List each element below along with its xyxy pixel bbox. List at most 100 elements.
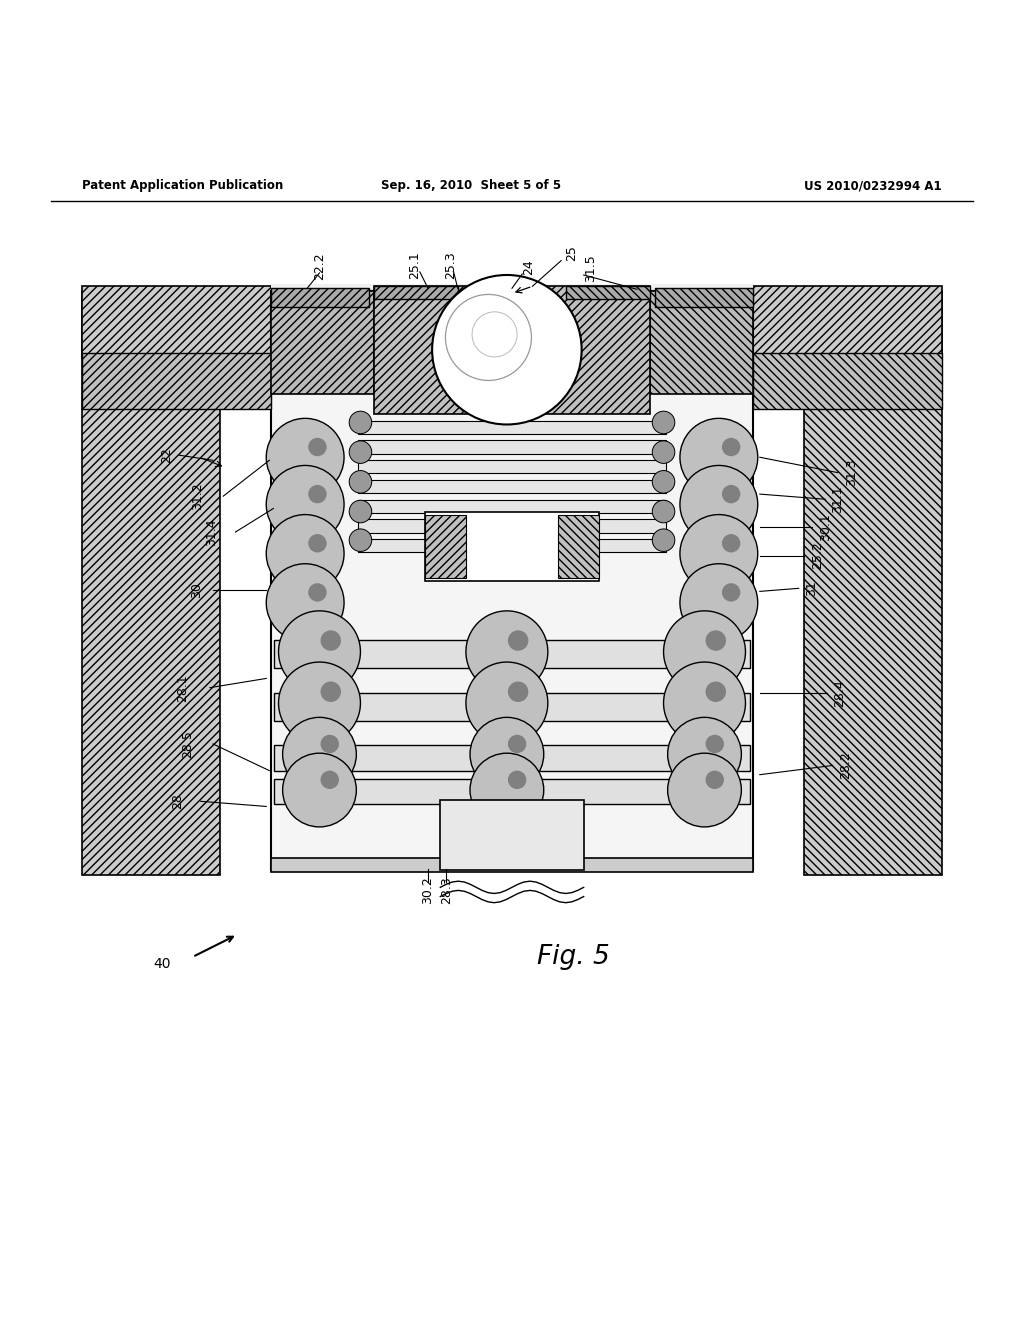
Bar xyxy=(655,288,753,306)
Bar xyxy=(271,292,753,870)
Circle shape xyxy=(680,564,758,642)
Circle shape xyxy=(266,466,344,544)
Bar xyxy=(274,779,750,804)
Bar xyxy=(274,693,750,722)
Circle shape xyxy=(680,466,758,544)
Circle shape xyxy=(308,484,327,503)
Bar xyxy=(274,744,750,771)
Text: US 2010/0232994 A1: US 2010/0232994 A1 xyxy=(805,180,942,193)
Circle shape xyxy=(349,441,372,463)
Text: 31.1: 31.1 xyxy=(831,486,844,513)
Bar xyxy=(425,515,466,578)
Circle shape xyxy=(349,500,372,523)
Circle shape xyxy=(283,717,356,791)
Text: 25: 25 xyxy=(565,246,578,261)
Circle shape xyxy=(308,583,327,602)
Bar xyxy=(358,479,666,494)
Circle shape xyxy=(508,681,528,702)
Text: 40: 40 xyxy=(153,957,171,972)
Circle shape xyxy=(349,411,372,434)
Text: 31.3: 31.3 xyxy=(846,459,858,487)
Text: Fig. 5: Fig. 5 xyxy=(537,944,610,970)
Bar xyxy=(650,292,753,393)
Bar xyxy=(374,286,458,298)
Circle shape xyxy=(321,631,341,651)
Circle shape xyxy=(508,631,528,651)
Circle shape xyxy=(722,583,740,602)
Circle shape xyxy=(722,484,740,503)
Circle shape xyxy=(279,611,360,693)
Bar xyxy=(374,286,650,414)
Text: Sep. 16, 2010  Sheet 5 of 5: Sep. 16, 2010 Sheet 5 of 5 xyxy=(381,180,561,193)
Bar xyxy=(358,519,666,533)
Circle shape xyxy=(508,771,526,789)
Circle shape xyxy=(279,663,360,744)
Circle shape xyxy=(722,535,740,553)
Bar xyxy=(358,539,666,553)
Bar xyxy=(566,286,650,298)
Circle shape xyxy=(664,611,745,693)
Circle shape xyxy=(652,500,675,523)
Circle shape xyxy=(308,438,327,457)
Circle shape xyxy=(266,418,344,496)
Circle shape xyxy=(706,631,726,651)
Text: 30.1: 30.1 xyxy=(819,513,831,541)
Circle shape xyxy=(470,717,544,791)
Bar xyxy=(358,441,666,454)
Text: 22.2: 22.2 xyxy=(313,252,326,280)
Circle shape xyxy=(266,564,344,642)
Circle shape xyxy=(680,515,758,593)
Text: 24: 24 xyxy=(522,259,535,275)
Circle shape xyxy=(652,529,675,552)
Circle shape xyxy=(680,418,758,496)
Circle shape xyxy=(706,681,726,702)
Circle shape xyxy=(706,771,724,789)
Circle shape xyxy=(266,515,344,593)
Text: 28.5: 28.5 xyxy=(181,730,194,758)
Bar xyxy=(558,515,599,578)
Text: 25.2: 25.2 xyxy=(811,541,823,569)
Text: 25.1: 25.1 xyxy=(409,251,421,279)
Text: 28.4: 28.4 xyxy=(834,678,846,706)
Text: 28.2: 28.2 xyxy=(840,751,852,779)
Bar xyxy=(82,352,271,409)
Bar xyxy=(358,421,666,434)
Circle shape xyxy=(722,438,740,457)
Circle shape xyxy=(664,663,745,744)
Circle shape xyxy=(432,275,582,425)
Circle shape xyxy=(466,611,548,693)
Text: 22: 22 xyxy=(161,447,173,463)
Circle shape xyxy=(283,754,356,826)
Text: 30: 30 xyxy=(190,582,203,598)
Text: 31.4: 31.4 xyxy=(206,519,218,545)
Bar xyxy=(425,512,599,581)
Bar xyxy=(358,461,666,474)
Circle shape xyxy=(652,441,675,463)
Bar xyxy=(271,288,369,306)
Circle shape xyxy=(668,717,741,791)
Circle shape xyxy=(349,529,372,552)
Circle shape xyxy=(321,771,339,789)
Bar xyxy=(82,286,942,358)
Circle shape xyxy=(652,470,675,494)
Text: 31: 31 xyxy=(806,581,818,597)
Circle shape xyxy=(349,470,372,494)
Circle shape xyxy=(706,735,724,754)
Bar xyxy=(271,292,374,393)
Text: 28.3: 28.3 xyxy=(440,876,453,904)
Text: 25.3: 25.3 xyxy=(444,251,457,279)
Text: 30.2: 30.2 xyxy=(422,876,434,904)
Text: 31.5: 31.5 xyxy=(585,253,597,281)
Bar xyxy=(271,858,753,873)
Bar xyxy=(753,352,942,409)
Bar xyxy=(804,292,942,875)
Text: 28.1: 28.1 xyxy=(176,673,188,701)
Circle shape xyxy=(470,754,544,826)
Text: 28: 28 xyxy=(171,793,183,809)
Bar xyxy=(358,499,666,513)
Circle shape xyxy=(508,735,526,754)
Circle shape xyxy=(652,411,675,434)
Bar xyxy=(271,284,753,358)
Circle shape xyxy=(466,663,548,744)
Circle shape xyxy=(668,754,741,826)
